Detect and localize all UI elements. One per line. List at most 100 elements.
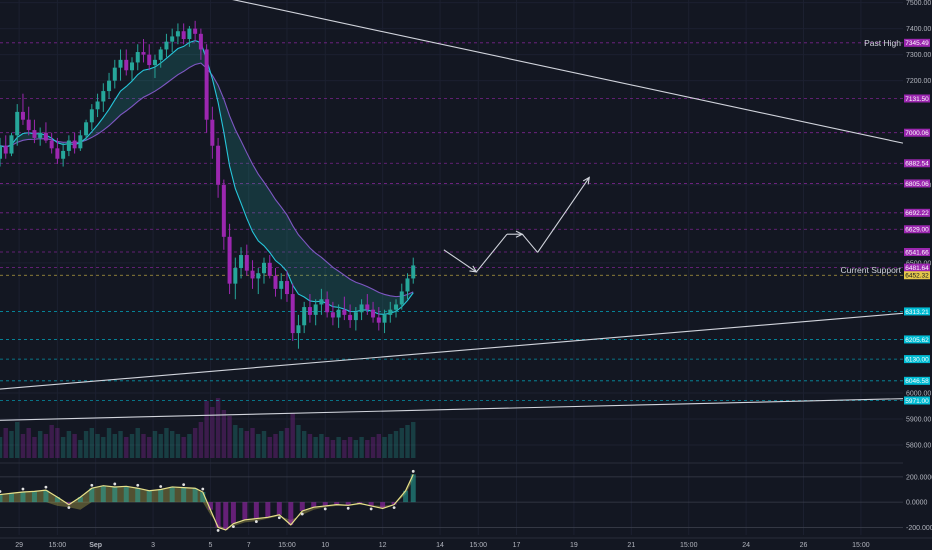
osc-dot [159,485,163,488]
volume-bar [3,428,8,458]
osc-tick-label: 200.0000 [906,474,932,481]
candle-body [239,255,244,269]
candle-body [256,273,261,279]
candle [15,104,20,146]
osc-histogram-bar [20,492,26,503]
candle-body [227,236,232,284]
osc-histogram-bar [54,497,60,503]
candle [26,106,31,136]
candle [124,49,129,76]
volume-bar [175,434,181,458]
osc-dot [44,485,48,489]
candle-body [118,59,123,68]
price-tag-label: 6046.58 [905,378,929,385]
osc-histogram-bar [181,487,187,503]
volume-bar [273,434,278,458]
candle [394,299,399,318]
price-tag-box [904,179,930,188]
volume-bar [313,437,318,458]
osc-histogram-bar [311,502,317,508]
volume-bar [129,434,135,458]
volume-bar [227,416,232,458]
price-tag: 6046.58 [904,376,930,385]
candle [382,309,387,334]
volume-bar [319,434,324,458]
candle [9,132,14,157]
candle-body [95,101,100,110]
osc-histogram-bar [8,493,14,503]
volume-bar [210,407,215,458]
volume-bar [238,428,244,458]
osc-dot [0,490,2,493]
volume-bar [66,431,72,458]
osc-histogram-bar [31,491,37,503]
price-tag-box [904,335,930,344]
annotations: Past High Current Support [841,38,902,275]
candle-body [313,304,318,315]
candle-body [204,49,209,120]
volume-bar [221,410,227,458]
candle [405,273,410,300]
chart-annotation: Past High [864,38,901,48]
volume-bar [135,428,140,458]
volume-bar [324,437,330,458]
osc-histogram-bar [276,502,282,515]
price-tick-label: 7500.00 [906,0,931,7]
candle [290,283,295,341]
candle [388,301,393,323]
volume-bar [141,434,146,458]
candle [3,135,8,159]
osc-line [0,474,414,531]
time-tick-label: 19 [570,542,578,549]
candle [325,291,330,318]
time-tick-label: Sep [89,542,102,549]
candle-body [394,304,399,310]
candle-body [330,312,335,318]
trendlines[interactable] [0,0,904,421]
osc-histogram-bar [242,502,248,520]
volume-bar [20,434,26,458]
volume-bar [152,431,158,458]
price-tag: 6629.00 [904,225,930,234]
osc-tick-label: 0.0000 [906,500,928,507]
volume-bar [370,437,376,458]
candle-body [187,28,192,40]
candle-body [15,111,20,136]
volume-bar [9,431,14,458]
projection-arrows[interactable] [443,176,590,273]
candle-body [296,325,301,334]
price-tag-label: 7345.49 [905,40,929,47]
price-tag-label: 5971.00 [905,398,929,405]
osc-histogram-bar [357,502,363,504]
volume-bar [15,422,20,458]
osc-histogram-bar [89,488,95,503]
osc-histogram-bar [230,502,236,524]
candle [353,307,358,331]
time-tick-label: 15:00 [49,542,67,549]
volume-bar [192,428,198,458]
candle-body [302,307,307,326]
candle-body [152,59,157,66]
volume-bar [359,437,364,458]
time-tick-label: 10 [321,542,329,549]
candle [330,301,335,326]
time-tick-label: 12 [379,542,387,549]
projection-segment [443,249,477,273]
volume-bar [26,428,31,458]
price-tag: 7345.49 [904,38,930,47]
candle-body [147,54,152,66]
candle [342,296,347,321]
candle [267,255,272,279]
price-tag: 6313.21 [904,307,930,316]
volume-bar [37,431,43,458]
candle [256,268,261,295]
volume-bar [95,434,100,458]
volume-bar [376,434,382,458]
projection-segment [475,233,508,273]
osc-dot [67,506,71,510]
price-tick-label: 7400.00 [906,26,931,33]
candle [175,23,180,45]
candle-body [216,145,221,185]
candle [210,106,215,159]
